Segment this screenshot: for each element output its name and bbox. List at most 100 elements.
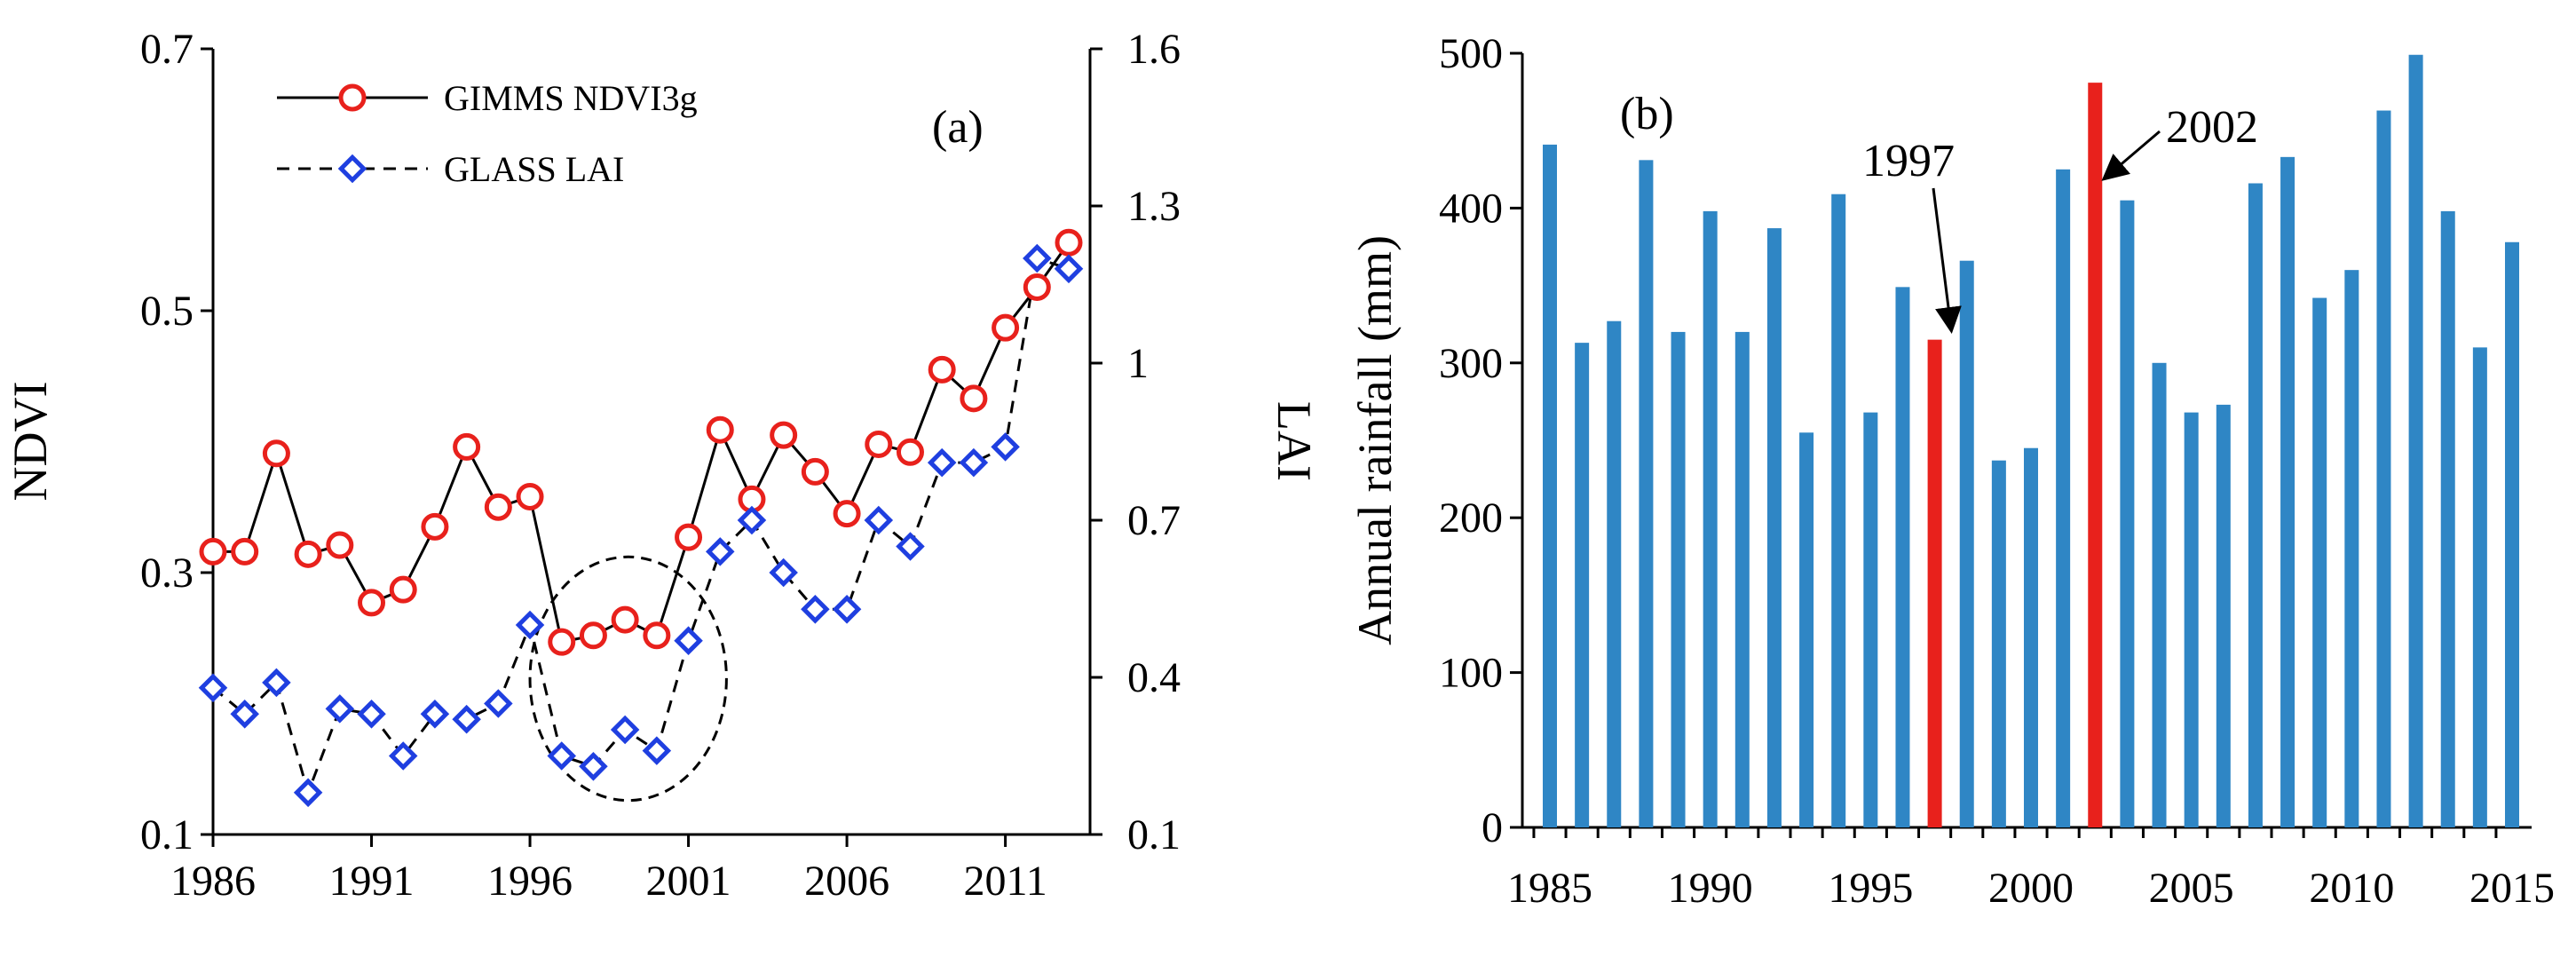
panel-b-label: (b) bbox=[1620, 89, 1674, 139]
y-tick-label: 0 bbox=[1482, 804, 1503, 851]
bar-2005 bbox=[2184, 412, 2199, 827]
bar-1989 bbox=[1671, 331, 1686, 827]
bar-2015 bbox=[2505, 241, 2519, 827]
bar-1991 bbox=[1734, 331, 1750, 827]
bar-1994 bbox=[1831, 194, 1846, 828]
x-tick-label: 2001 bbox=[646, 858, 731, 905]
ndvi-point bbox=[770, 421, 798, 449]
panel-a-series-markers bbox=[198, 228, 1084, 808]
bar-1996 bbox=[1895, 287, 1910, 827]
y2-tick-label: 1.6 bbox=[1127, 26, 1181, 73]
ndvi-point bbox=[992, 313, 1020, 342]
x-tick-label: 2006 bbox=[804, 858, 889, 905]
ndvi-point bbox=[262, 439, 290, 468]
bar-1999 bbox=[1991, 460, 2006, 827]
bar-1986 bbox=[1575, 343, 1590, 827]
ndvi-point bbox=[389, 575, 417, 604]
ndvi-point bbox=[231, 537, 259, 566]
y-tick-label: 400 bbox=[1439, 185, 1503, 232]
panel-a-legend: GIMMS NDVI3g GLASS LAI bbox=[277, 78, 698, 189]
lai-point bbox=[737, 505, 767, 535]
bar-2003 bbox=[2120, 200, 2135, 827]
highlight-ellipse bbox=[528, 555, 728, 803]
panel-a-y-axis-label: NDVI bbox=[4, 382, 57, 502]
ndvi-point bbox=[801, 457, 829, 486]
lai-point bbox=[1054, 254, 1084, 284]
panel-b-bars bbox=[1543, 54, 2519, 828]
annotation-1997-arrow bbox=[1932, 187, 1962, 334]
y2-tick-label: 0.7 bbox=[1127, 497, 1181, 544]
bar-2010 bbox=[2344, 270, 2359, 827]
ndvi-point bbox=[358, 589, 386, 617]
ndvi-point bbox=[294, 540, 322, 568]
bar-1997 bbox=[1927, 339, 1942, 827]
lai-point bbox=[674, 626, 703, 655]
y-tick-label: 0.1 bbox=[140, 811, 194, 858]
legend-lai-marker bbox=[337, 154, 367, 184]
y-tick-label: 500 bbox=[1439, 30, 1503, 77]
lai-point bbox=[896, 532, 925, 561]
ndvi-point bbox=[516, 482, 544, 510]
panel-a-highlight-ellipse bbox=[528, 555, 728, 803]
x-tick-label: 1986 bbox=[170, 858, 256, 905]
bar-1993 bbox=[1799, 432, 1814, 827]
ndvi-point bbox=[896, 438, 924, 466]
bar-2001 bbox=[2056, 169, 2071, 828]
lai-point bbox=[452, 704, 481, 734]
bar-1987 bbox=[1607, 320, 1622, 827]
legend-ndvi-label: GIMMS NDVI3g bbox=[444, 78, 698, 118]
bar-1992 bbox=[1766, 228, 1782, 827]
lai-series-line bbox=[212, 257, 1070, 797]
legend-lai-label: GLASS LAI bbox=[444, 149, 624, 189]
lai-point bbox=[864, 505, 894, 535]
lai-point bbox=[357, 700, 386, 729]
panel-b-y-axis-label: Annual rainfall (mm) bbox=[1348, 235, 1402, 645]
bar-1990 bbox=[1703, 210, 1718, 827]
bar-2006 bbox=[2216, 404, 2231, 827]
ndvi-series-line bbox=[213, 241, 1071, 644]
panel-a-series-lines bbox=[212, 241, 1071, 797]
bar-2014 bbox=[2472, 347, 2487, 827]
y-tick-label: 0.3 bbox=[140, 550, 194, 597]
panel-a-label: (a) bbox=[932, 102, 984, 153]
legend-ndvi-marker bbox=[338, 83, 367, 112]
bar-2009 bbox=[2312, 297, 2327, 827]
y-tick-label: 0.5 bbox=[140, 288, 194, 335]
lai-point bbox=[769, 558, 798, 588]
x-tick-label: 1991 bbox=[329, 858, 415, 905]
bar-1998 bbox=[1959, 260, 1974, 827]
lai-point bbox=[579, 752, 608, 781]
bar-1988 bbox=[1639, 160, 1654, 827]
bar-2004 bbox=[2152, 362, 2167, 827]
lai-point bbox=[388, 741, 418, 771]
ndvi-point bbox=[453, 432, 481, 461]
ndvi-point bbox=[548, 628, 576, 656]
x-tick-label: 2015 bbox=[2469, 865, 2555, 912]
ndvi-point bbox=[675, 523, 703, 551]
x-tick-label: 1996 bbox=[487, 858, 573, 905]
bar-2012 bbox=[2408, 54, 2423, 827]
lai-point bbox=[959, 447, 989, 478]
x-tick-label: 1990 bbox=[1668, 865, 1753, 912]
annotation-2002-label: 2002 bbox=[2166, 102, 2258, 153]
y2-tick-label: 1.3 bbox=[1127, 183, 1181, 230]
y-tick-label: 0.7 bbox=[140, 26, 194, 73]
bar-2007 bbox=[2248, 183, 2263, 828]
ndvi-point bbox=[611, 605, 639, 634]
lai-point bbox=[642, 736, 672, 765]
y2-tick-label: 0.1 bbox=[1127, 811, 1181, 858]
x-tick-label: 2000 bbox=[1988, 865, 2074, 912]
x-tick-label: 2011 bbox=[963, 858, 1047, 905]
lai-point bbox=[420, 700, 450, 729]
lai-point bbox=[230, 700, 259, 729]
ndvi-point bbox=[960, 384, 988, 413]
panel-b-ticks: 0 100 200 300 400 500 1985 1990 1995 2000 2005 2010… bbox=[1439, 30, 2555, 912]
bar-2011 bbox=[2376, 110, 2391, 827]
ndvi-point bbox=[199, 537, 227, 566]
x-tick-label: 2005 bbox=[2149, 865, 2234, 912]
lai-point bbox=[484, 689, 513, 718]
lai-point bbox=[262, 668, 291, 698]
lai-point bbox=[832, 595, 862, 624]
ndvi-point bbox=[421, 512, 449, 541]
lai-point bbox=[991, 432, 1020, 462]
